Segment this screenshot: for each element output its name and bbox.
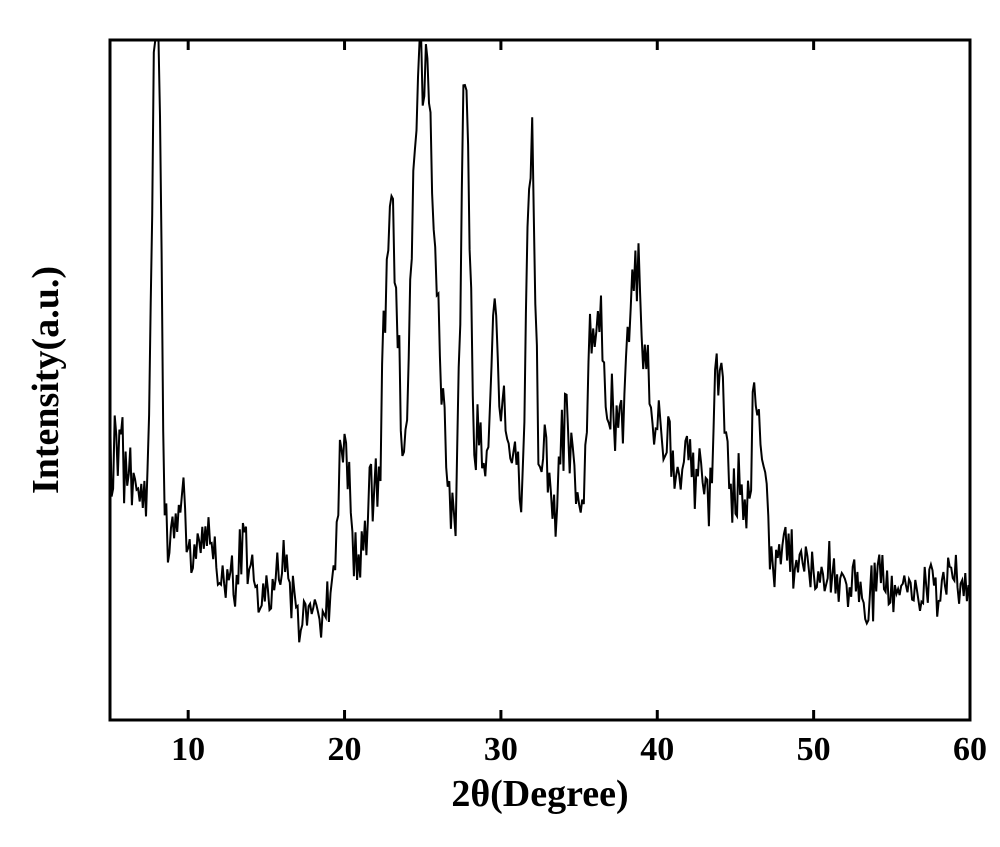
xrd-chart: 10 20 30 40 50 60 2θ(Degree) Intensity(a.u.) — [0, 0, 1000, 847]
x-axis-label: 2θ(Degree) — [451, 773, 628, 815]
x-tick-label: 40 — [640, 731, 674, 768]
x-tick-label: 60 — [953, 731, 987, 768]
x-tick-label: 10 — [171, 731, 205, 768]
x-tick-label: 50 — [797, 731, 831, 768]
chart-svg: 10 20 30 40 50 60 2θ(Degree) Intensity(a.u.) — [0, 0, 1000, 847]
x-tick-label: 20 — [328, 731, 362, 768]
y-axis-label: Intensity(a.u.) — [25, 266, 67, 494]
x-tick-label: 30 — [484, 731, 518, 768]
